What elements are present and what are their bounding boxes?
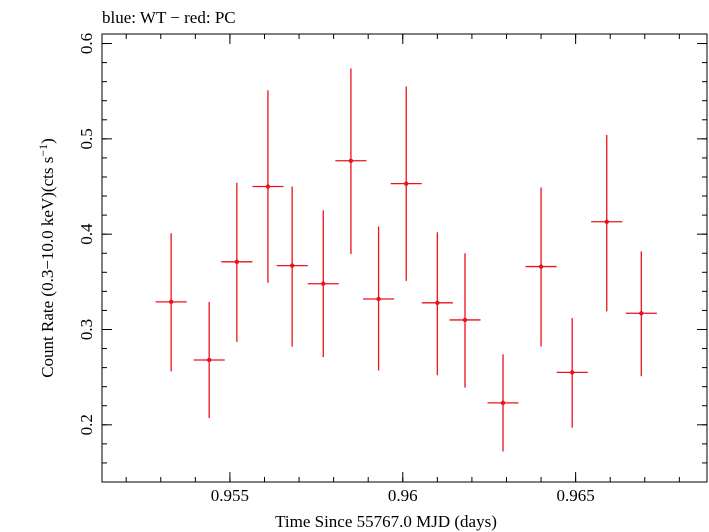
data-point (376, 296, 381, 302)
chart-title: blue: WT − red: PC (102, 8, 236, 27)
data-point (289, 263, 295, 268)
x-tick-label: 0.96 (388, 486, 418, 505)
y-tick-labels: 0.2 0.3 0.4 0.5 0.6 (77, 33, 96, 436)
y-axis-label: Count Rate (0.3−10.0 keV)(cts s−1) (36, 138, 57, 378)
y-tick-label: 0.3 (77, 319, 96, 340)
y-axis-label-main: Count Rate (0.3−10.0 keV)(cts s (38, 157, 57, 378)
data-point (168, 299, 174, 305)
data-point (348, 158, 354, 163)
data-point (500, 400, 506, 406)
y-tick-label: 0.4 (77, 223, 96, 245)
data-point (234, 259, 240, 265)
x-tick-labels: 0.955 0.96 0.965 (211, 486, 595, 505)
data-point (604, 219, 609, 224)
y-tick-label: 0.6 (77, 33, 96, 54)
data-point (538, 264, 544, 269)
y-axis-label-exponent: −1 (36, 144, 50, 157)
data-point (462, 317, 468, 323)
data-point (569, 370, 575, 375)
data-point (404, 181, 409, 186)
data-series (155, 68, 657, 452)
data-point (639, 311, 644, 316)
data-point (265, 184, 271, 189)
x-tick-label: 0.965 (557, 486, 595, 505)
data-point (321, 281, 326, 286)
x-tick-label: 0.955 (211, 486, 249, 505)
data-point (206, 357, 212, 363)
y-tick-label: 0.5 (77, 128, 96, 149)
y-tick-label: 0.2 (77, 414, 96, 435)
x-axis-label: Time Since 55767.0 MJD (days) (275, 512, 497, 531)
y-axis-label-close: ) (38, 138, 57, 144)
axis-ticks (102, 34, 707, 483)
data-point (435, 300, 440, 305)
plot-frame (101, 33, 708, 483)
